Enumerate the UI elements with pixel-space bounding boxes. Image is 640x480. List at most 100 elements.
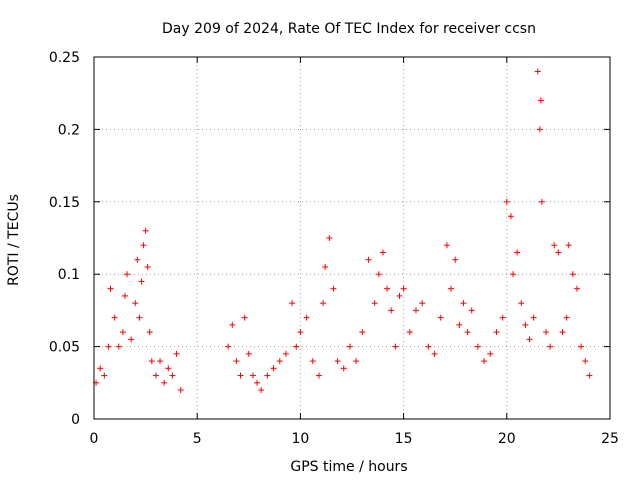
data-point bbox=[152, 372, 159, 379]
data-point bbox=[573, 285, 580, 292]
data-point bbox=[128, 336, 135, 343]
data-point bbox=[536, 126, 543, 133]
data-point bbox=[375, 271, 382, 278]
chart-points bbox=[93, 68, 593, 394]
x-tick-label: 5 bbox=[193, 431, 202, 447]
data-point bbox=[315, 372, 322, 379]
data-point bbox=[464, 329, 471, 336]
data-point bbox=[276, 358, 283, 365]
data-point bbox=[431, 350, 438, 357]
data-point bbox=[264, 372, 271, 379]
data-point bbox=[330, 285, 337, 292]
data-point bbox=[534, 68, 541, 75]
data-point bbox=[169, 372, 176, 379]
data-point bbox=[371, 300, 378, 307]
data-point bbox=[586, 372, 593, 379]
data-point bbox=[105, 343, 112, 350]
x-tick-label: 15 bbox=[395, 431, 413, 447]
data-point bbox=[309, 358, 316, 365]
data-point bbox=[138, 278, 145, 285]
data-point bbox=[134, 256, 141, 263]
data-point bbox=[177, 387, 184, 394]
data-point bbox=[119, 329, 126, 336]
data-point bbox=[384, 285, 391, 292]
data-point bbox=[282, 350, 289, 357]
data-point bbox=[320, 300, 327, 307]
data-point bbox=[365, 256, 372, 263]
data-point bbox=[526, 336, 533, 343]
data-point bbox=[225, 343, 232, 350]
data-point bbox=[437, 314, 444, 321]
data-point bbox=[233, 358, 240, 365]
data-point bbox=[543, 329, 550, 336]
data-point bbox=[132, 300, 139, 307]
data-point bbox=[452, 256, 459, 263]
data-point bbox=[165, 365, 172, 372]
x-tick-label: 10 bbox=[291, 431, 309, 447]
data-point bbox=[359, 329, 366, 336]
x-tick-label: 25 bbox=[601, 431, 619, 447]
data-point bbox=[258, 387, 265, 394]
y-tick-label: 0.25 bbox=[49, 50, 80, 66]
data-point bbox=[346, 343, 353, 350]
data-point bbox=[254, 379, 261, 386]
data-point bbox=[173, 350, 180, 357]
data-point bbox=[270, 365, 277, 372]
x-tick-label: 20 bbox=[498, 431, 516, 447]
chart-title: Day 209 of 2024, Rate Of TEC Index for r… bbox=[162, 21, 536, 37]
data-point bbox=[481, 358, 488, 365]
data-point bbox=[530, 314, 537, 321]
y-axis-label: ROTI / TECUs bbox=[6, 194, 22, 286]
data-point bbox=[379, 249, 386, 256]
data-point bbox=[514, 249, 521, 256]
data-point bbox=[443, 242, 450, 249]
data-point bbox=[157, 358, 164, 365]
data-point bbox=[303, 314, 310, 321]
data-point bbox=[111, 314, 118, 321]
data-point bbox=[578, 343, 585, 350]
y-tick-label: 0.2 bbox=[58, 122, 80, 138]
data-point bbox=[161, 379, 168, 386]
data-point bbox=[412, 307, 419, 314]
data-point bbox=[555, 249, 562, 256]
data-point bbox=[136, 314, 143, 321]
data-point bbox=[297, 329, 304, 336]
data-point bbox=[392, 343, 399, 350]
data-point bbox=[559, 329, 566, 336]
data-point bbox=[144, 263, 151, 270]
y-tick-label: 0.05 bbox=[49, 340, 80, 356]
data-point bbox=[565, 242, 572, 249]
data-point bbox=[334, 358, 341, 365]
data-point bbox=[241, 314, 248, 321]
data-point bbox=[107, 285, 114, 292]
x-tick-label: 0 bbox=[90, 431, 99, 447]
data-point bbox=[538, 198, 545, 205]
data-point bbox=[507, 213, 514, 220]
data-point bbox=[582, 358, 589, 365]
data-point bbox=[322, 263, 329, 270]
data-point bbox=[326, 235, 333, 241]
data-point bbox=[249, 372, 256, 379]
y-tick-label: 0.15 bbox=[49, 195, 80, 211]
data-point bbox=[97, 365, 104, 372]
data-point bbox=[140, 242, 147, 249]
data-point bbox=[563, 314, 570, 321]
y-tick-label: 0.1 bbox=[58, 267, 80, 283]
plot-frame bbox=[93, 56, 611, 420]
data-point bbox=[522, 321, 529, 328]
data-point bbox=[468, 307, 475, 314]
data-point bbox=[456, 321, 463, 328]
data-point bbox=[487, 350, 494, 357]
data-point bbox=[499, 314, 506, 321]
data-point bbox=[396, 292, 403, 299]
data-point bbox=[518, 300, 525, 307]
data-point bbox=[547, 343, 554, 350]
data-point bbox=[353, 358, 360, 365]
data-point bbox=[101, 372, 108, 379]
data-point bbox=[425, 343, 432, 350]
data-point bbox=[237, 372, 244, 379]
chart-grid bbox=[94, 57, 610, 419]
data-point bbox=[400, 285, 407, 292]
data-point bbox=[124, 271, 131, 278]
